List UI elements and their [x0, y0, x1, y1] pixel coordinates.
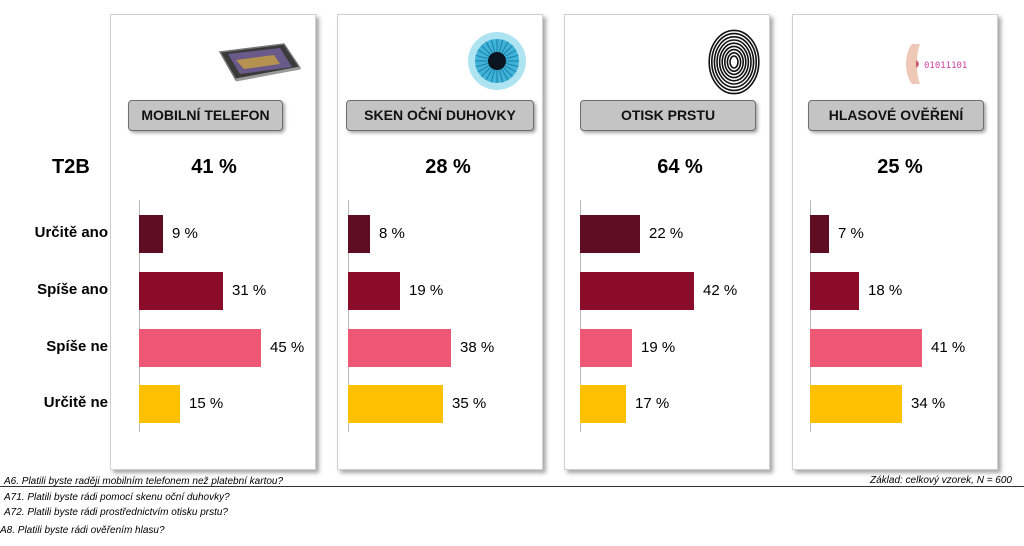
bar: [810, 329, 922, 367]
bar-axis: [810, 200, 811, 432]
bar-value-label: 8 %: [379, 225, 405, 242]
bar-value-label: 22 %: [649, 225, 684, 242]
bar: [580, 215, 640, 253]
t2b-row-label: T2B: [52, 156, 90, 178]
row-label: Spíše ne: [46, 338, 108, 355]
voice-binary-icon: 01011101: [902, 40, 974, 93]
row-label: Určitě ne: [43, 394, 108, 411]
bar: [810, 272, 859, 310]
bar-value-label: 15 %: [189, 395, 224, 412]
question-note-a6: A6. Platili byste raději mobilním telefo…: [4, 476, 284, 487]
panel-title: MOBILNÍ TELEFON: [128, 100, 283, 131]
bar: [348, 385, 443, 423]
bar: [580, 385, 626, 423]
fingerprint-icon: [708, 26, 760, 101]
t2b-value: 64 %: [657, 156, 703, 178]
bar-value-label: 34 %: [911, 395, 946, 412]
question-note-a71: A71. Platili byste rádi pomocí skenu očn…: [4, 492, 230, 503]
bar: [139, 329, 261, 367]
bar: [580, 272, 694, 310]
bar: [810, 215, 829, 253]
bar-value-label: 41 %: [931, 339, 966, 356]
panel-title: HLASOVÉ OVĚŘENÍ: [808, 100, 984, 131]
voice-binary-text: 01011101: [924, 61, 967, 71]
bar: [139, 385, 180, 423]
bar: [348, 215, 370, 253]
bar-value-label: 45 %: [270, 339, 305, 356]
bar: [348, 329, 451, 367]
bar-value-label: 35 %: [452, 395, 487, 412]
row-label: Určitě ano: [34, 224, 108, 241]
bar-value-label: 17 %: [635, 395, 670, 412]
question-note-a72: A72. Platili byste rádi prostřednictvím …: [4, 507, 228, 518]
bar-value-label: 19 %: [641, 339, 676, 356]
bar-axis: [348, 200, 349, 432]
bar: [139, 272, 223, 310]
bar-value-label: 18 %: [868, 282, 903, 299]
bar-value-label: 38 %: [460, 339, 495, 356]
t2b-value: 25 %: [877, 156, 923, 178]
smartphone-icon: [214, 38, 304, 91]
eye-iris-icon: [466, 30, 528, 97]
bar-axis: [580, 200, 581, 432]
bar-value-label: 9 %: [172, 225, 198, 242]
bar: [139, 215, 163, 253]
panel-title: SKEN OČNÍ DUHOVKY: [346, 100, 534, 131]
t2b-value: 41 %: [191, 156, 237, 178]
base-note: Základ: celkový vzorek, N = 600: [869, 475, 1012, 486]
bar-value-label: 31 %: [232, 282, 267, 299]
bar: [810, 385, 902, 423]
bar: [580, 329, 632, 367]
bar: [348, 272, 400, 310]
bar-value-label: 7 %: [838, 225, 864, 242]
footer-divider: [0, 486, 1024, 487]
panel-title: OTISK PRSTU: [580, 100, 756, 131]
row-label: Spíše ano: [37, 281, 108, 298]
t2b-value: 28 %: [425, 156, 471, 178]
question-note-a8: A8. Platili byste rádi ověřením hlasu?: [0, 525, 165, 536]
bar-axis: [139, 200, 140, 432]
bar-value-label: 19 %: [409, 282, 444, 299]
bar-value-label: 42 %: [703, 282, 738, 299]
